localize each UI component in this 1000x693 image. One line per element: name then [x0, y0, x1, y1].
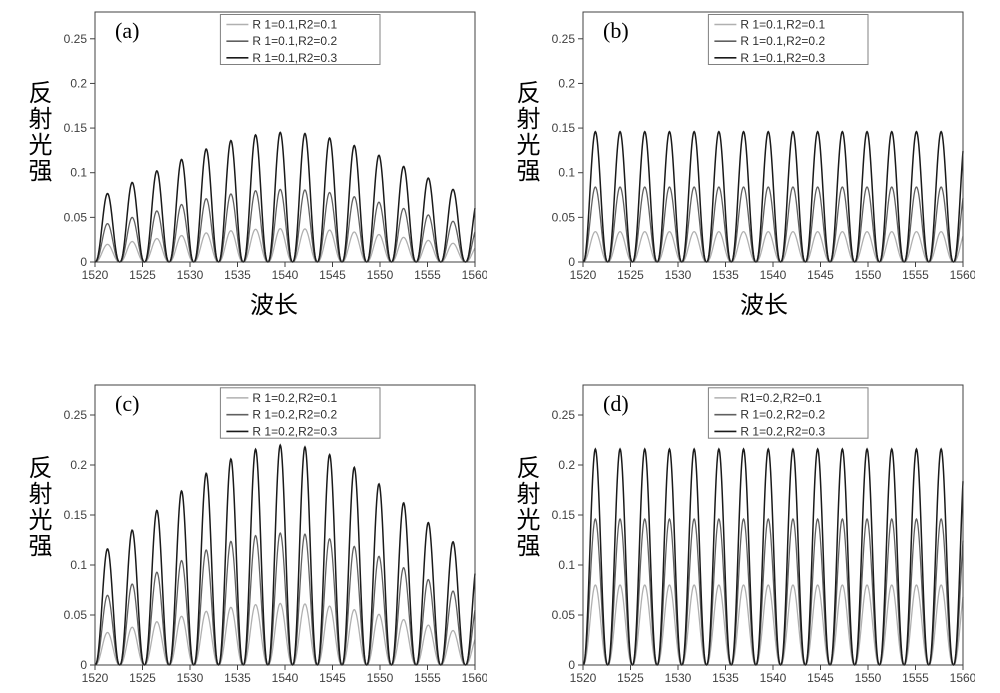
y-tick-label: 0	[568, 658, 575, 672]
x-tick-label: 1520	[570, 671, 597, 685]
y-axis-label-c: 反射光强	[20, 455, 55, 559]
y-tick-label: 0.05	[64, 608, 88, 622]
y-tick-label: 0.25	[552, 32, 576, 46]
y-tick-label: 0.15	[552, 121, 576, 135]
y-tick-label: 0.1	[70, 558, 87, 572]
y-tick-label: 0.2	[70, 458, 87, 472]
x-tick-label: 1540	[760, 671, 787, 685]
y-tick-label: 0.25	[64, 32, 88, 46]
legend-label: R 1=0.1,R2=0.2	[252, 34, 337, 48]
y-axis-label-a: 反射光强	[20, 80, 55, 184]
y-tick-label: 0.2	[558, 458, 575, 472]
legend-label: R 1=0.1,R2=0.3	[252, 51, 337, 65]
y-axis-label-d: 反射光强	[508, 455, 543, 559]
x-axis-label-b: 波长	[740, 285, 788, 320]
panel-letter-c: (c)	[115, 391, 139, 417]
x-tick-label: 1535	[224, 671, 251, 685]
x-axis-label-a: 波长	[250, 285, 298, 320]
x-tick-label: 1545	[319, 268, 346, 282]
y-tick-label: 0.2	[70, 76, 87, 90]
legend-label: R 1=0.2,R2=0.3	[740, 424, 825, 438]
x-tick-label: 1555	[414, 671, 441, 685]
legend-label: R 1=0.2,R2=0.2	[740, 408, 825, 422]
y-tick-label: 0	[568, 255, 575, 269]
x-tick-label: 1520	[570, 268, 597, 282]
legend-label: R 1=0.2,R2=0.3	[252, 424, 337, 438]
x-tick-label: 1530	[665, 671, 692, 685]
legend-label: R1=0.2,R2=0.1	[740, 391, 822, 405]
x-tick-label: 1540	[272, 268, 299, 282]
x-tick-label: 1545	[807, 268, 834, 282]
panel-letter-a: (a)	[115, 18, 139, 44]
x-tick-label: 1540	[272, 671, 299, 685]
chart-panel-b: 0 0.05 0.1 0.15 0.2 0.25 1520 1525 1530 1535 1540 1…	[535, 6, 975, 286]
y-tick-label: 0.15	[552, 508, 576, 522]
y-tick-label: 0.1	[558, 166, 575, 180]
x-tick-label: 1550	[367, 671, 394, 685]
x-tick-label: 1555	[902, 268, 929, 282]
chart-panel-a: 0 0.05 0.1 0.15 0.2 0.25 1520 1525 1530 1535 1540 1…	[47, 6, 487, 286]
x-tick-label: 1550	[855, 268, 882, 282]
chart-panel-c: 0 0.05 0.1 0.15 0.2 0.25 1520 1525 1530 1535 1540 1…	[47, 379, 487, 689]
chart-wrap-b: 0 0.05 0.1 0.15 0.2 0.25 1520 1525 1530 1535 1540 1…	[535, 6, 975, 286]
x-tick-label: 1550	[367, 268, 394, 282]
y-tick-label: 0.05	[552, 210, 576, 224]
x-tick-label: 1525	[617, 268, 644, 282]
x-tick-label: 1525	[129, 268, 156, 282]
chart-panel-d: 0 0.05 0.1 0.15 0.2 0.25 1520 1525 1530 1535 1540 1…	[535, 379, 975, 689]
chart-wrap-c: 0 0.05 0.1 0.15 0.2 0.25 1520 1525 1530 1535 1540 1…	[47, 379, 487, 689]
x-tick-label: 1530	[177, 268, 204, 282]
y-tick-label: 0.1	[558, 558, 575, 572]
x-tick-label: 1535	[712, 671, 739, 685]
x-tick-label: 1555	[414, 268, 441, 282]
y-tick-label: 0.05	[552, 608, 576, 622]
chart-wrap-a: 0 0.05 0.1 0.15 0.2 0.25 1520 1525 1530 1535 1540 1…	[47, 6, 487, 286]
x-tick-label: 1540	[760, 268, 787, 282]
x-tick-label: 1530	[665, 268, 692, 282]
x-tick-label: 1535	[712, 268, 739, 282]
y-tick-label: 0.15	[64, 121, 88, 135]
x-tick-label: 1545	[319, 671, 346, 685]
x-tick-label: 1560	[950, 671, 975, 685]
x-tick-label: 1525	[617, 671, 644, 685]
legend-label: R 1=0.1,R2=0.2	[740, 34, 825, 48]
panel-letter-d: (d)	[603, 391, 629, 417]
y-tick-label: 0.2	[558, 76, 575, 90]
y-tick-label: 0.1	[70, 166, 87, 180]
x-tick-label: 1530	[177, 671, 204, 685]
x-tick-label: 1560	[462, 268, 487, 282]
x-tick-label: 1560	[950, 268, 975, 282]
x-tick-label: 1555	[902, 671, 929, 685]
x-tick-label: 1545	[807, 671, 834, 685]
legend-label: R 1=0.1,R2=0.1	[252, 18, 337, 32]
panel-letter-b: (b)	[603, 18, 629, 44]
legend-label: R 1=0.2,R2=0.1	[252, 391, 337, 405]
y-tick-label: 0.15	[64, 508, 88, 522]
x-tick-label: 1520	[82, 268, 109, 282]
x-tick-label: 1520	[82, 671, 109, 685]
y-tick-label: 0	[80, 658, 87, 672]
chart-wrap-d: 0 0.05 0.1 0.15 0.2 0.25 1520 1525 1530 1535 1540 1…	[535, 379, 975, 689]
x-tick-label: 1560	[462, 671, 487, 685]
x-tick-label: 1525	[129, 671, 156, 685]
legend-label: R 1=0.1,R2=0.1	[740, 18, 825, 32]
legend-label: R 1=0.2,R2=0.2	[252, 408, 337, 422]
y-tick-label: 0	[80, 255, 87, 269]
y-axis-label-b: 反射光强	[508, 80, 543, 184]
x-tick-label: 1535	[224, 268, 251, 282]
legend-label: R 1=0.1,R2=0.3	[740, 51, 825, 65]
x-tick-label: 1550	[855, 671, 882, 685]
y-tick-label: 0.25	[552, 408, 576, 422]
y-tick-label: 0.25	[64, 408, 88, 422]
y-tick-label: 0.05	[64, 210, 88, 224]
